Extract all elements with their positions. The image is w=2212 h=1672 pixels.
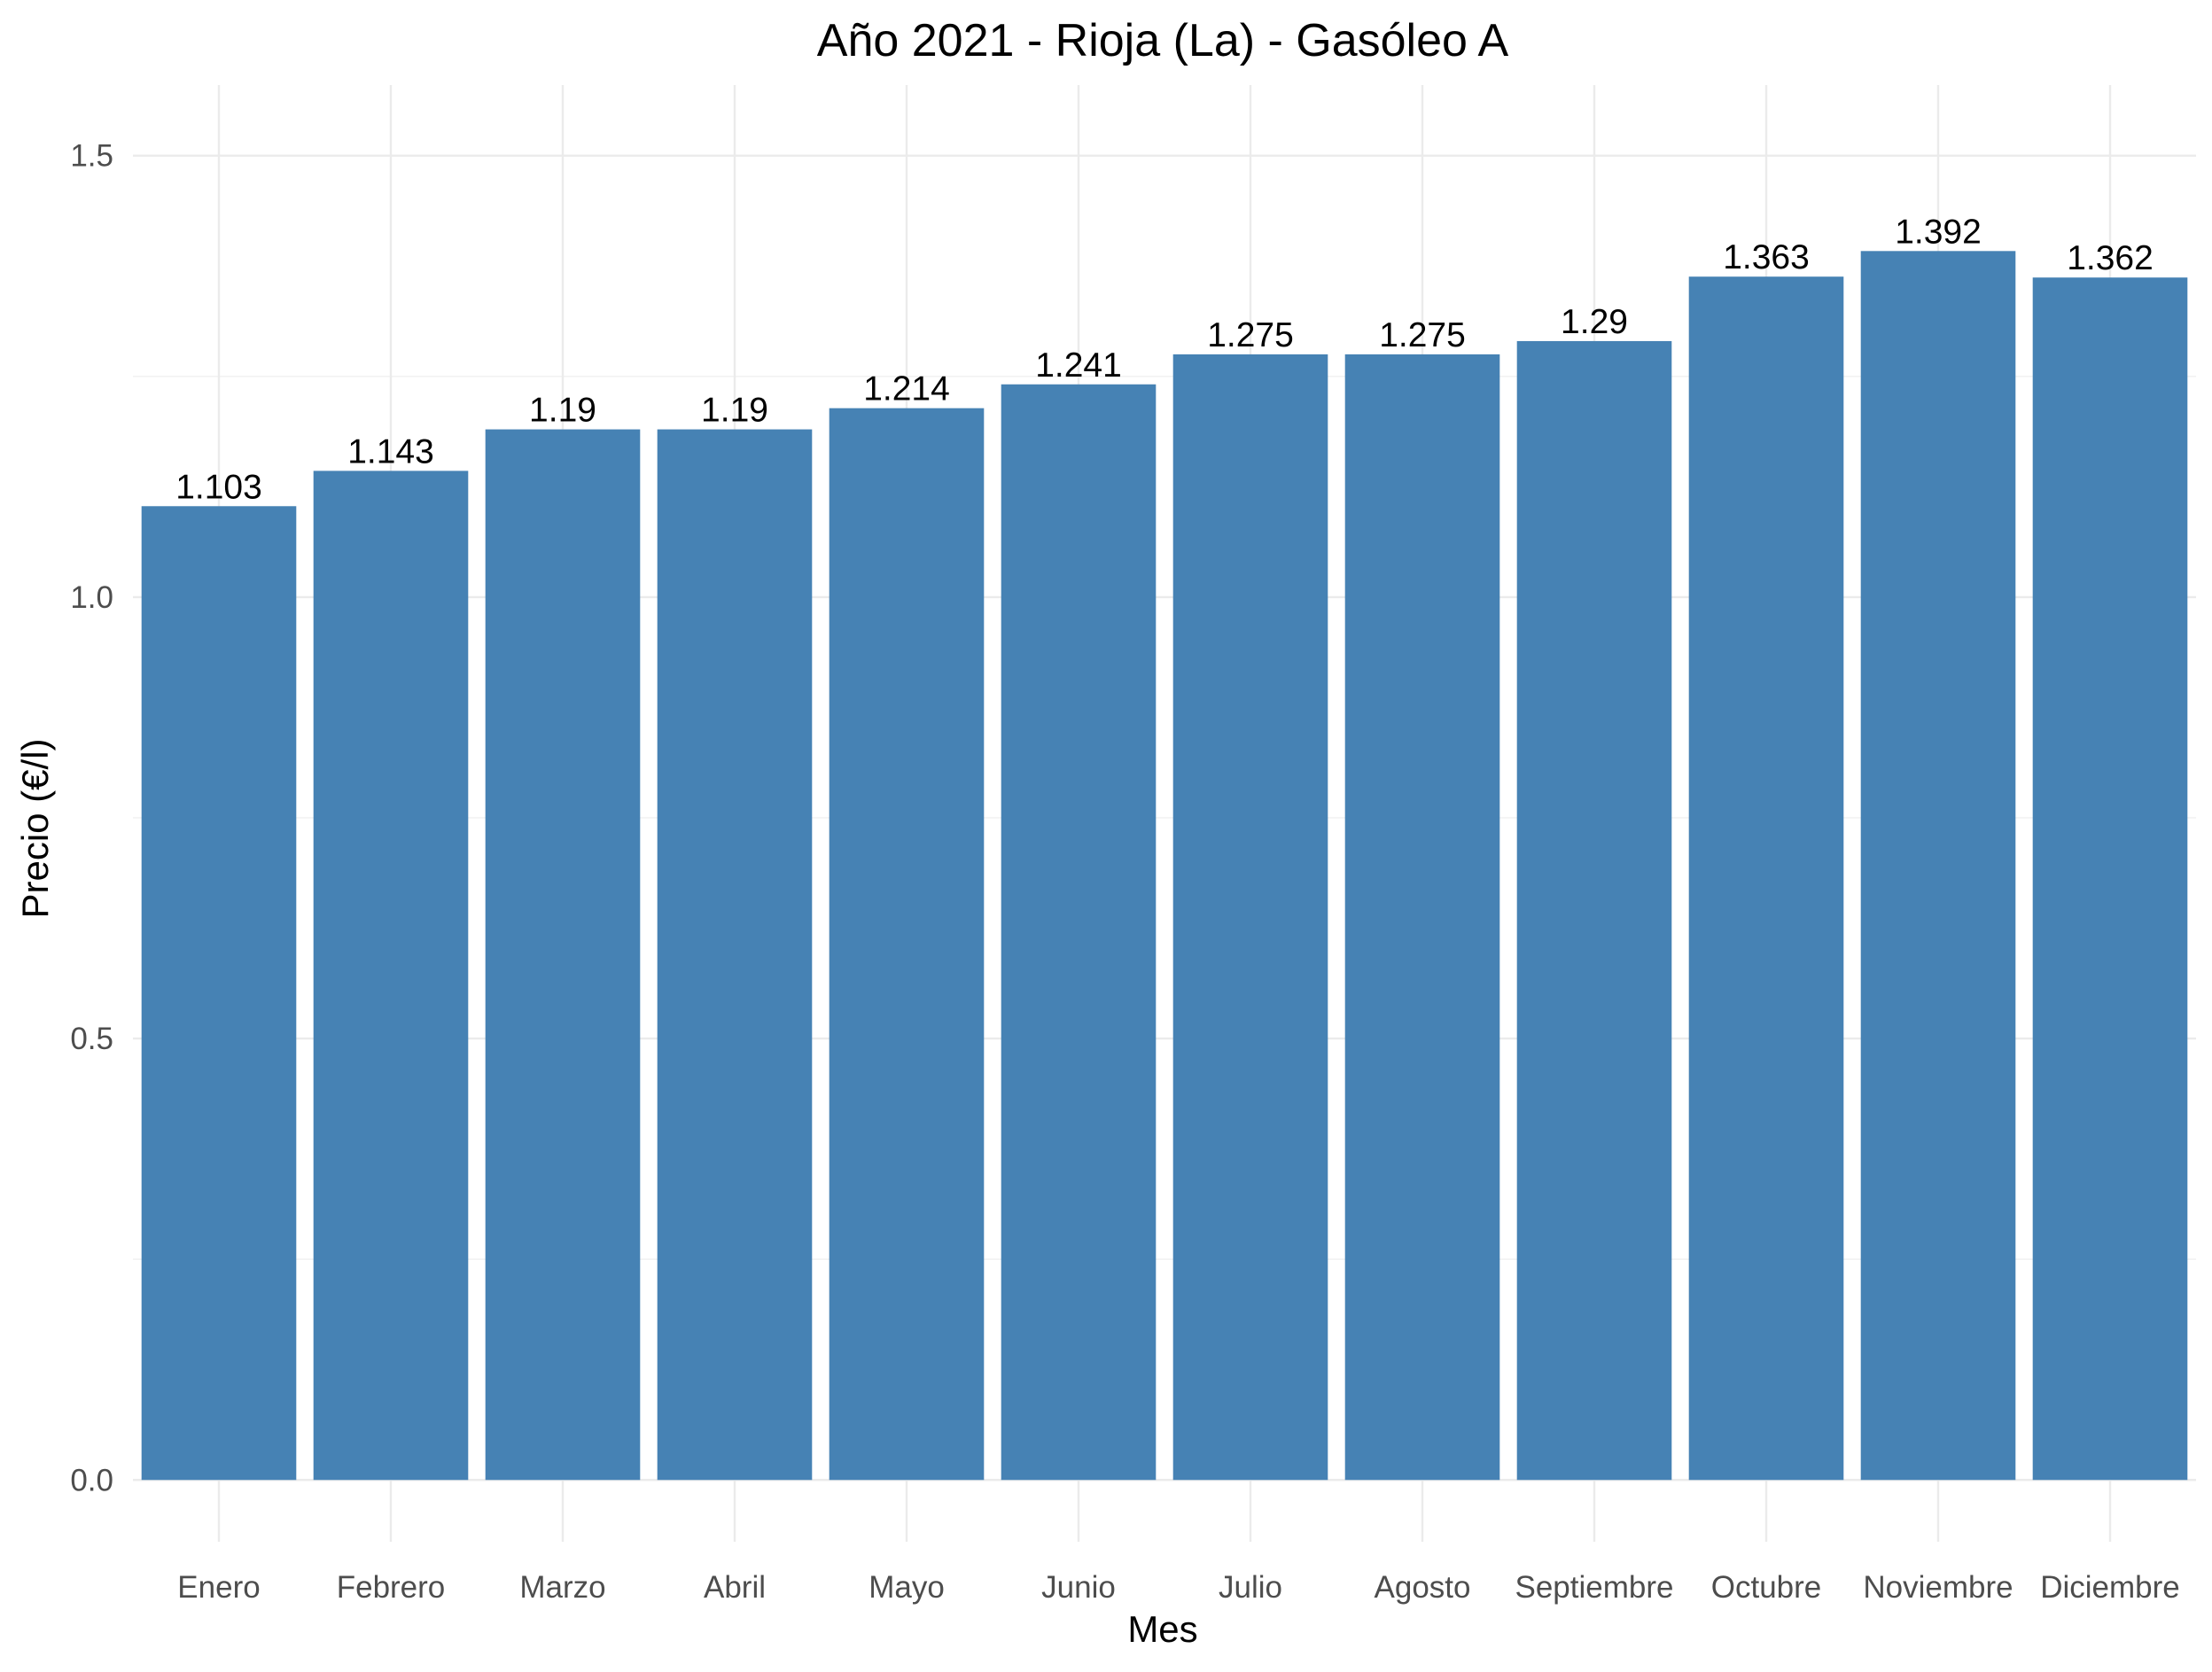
bar-febrero [313, 470, 469, 1481]
bar-julio [1172, 354, 1328, 1481]
data-label: 1.103 [175, 468, 262, 506]
x-tick-label: Julio [1219, 1570, 1282, 1605]
data-label: 1.214 [863, 370, 950, 408]
bar-junio [1001, 384, 1157, 1481]
x-tick-label: Noviembre [1863, 1570, 2013, 1605]
data-label: 1.143 [347, 432, 434, 470]
chart-title: Año 2021 - Rioja (La) - Gasóleo A [817, 15, 1509, 66]
x-tick-label: Octubre [1711, 1570, 1822, 1605]
x-tick-label: Agosto [1375, 1570, 1471, 1605]
x-tick-label: Enero [177, 1570, 260, 1605]
data-label: 1.19 [701, 392, 768, 430]
y-tick-label: 0.0 [70, 1463, 113, 1497]
x-tick-label: Mayo [868, 1570, 945, 1605]
y-tick-label: 0.5 [70, 1022, 113, 1056]
x-tick-label: Abril [704, 1570, 766, 1605]
data-label: 1.275 [1207, 316, 1294, 354]
y-tick-label: 1.0 [70, 580, 113, 615]
bar-octubre [1688, 276, 1844, 1481]
x-tick-label: Febrero [337, 1570, 446, 1605]
bar-enero [141, 506, 297, 1481]
x-tick-label: Junio [1041, 1570, 1116, 1605]
x-tick-label: Diciembre [2040, 1570, 2180, 1605]
bars [141, 251, 2188, 1481]
data-label: 1.19 [529, 392, 596, 430]
bar-marzo [485, 429, 641, 1481]
data-label: 1.241 [1035, 346, 1122, 385]
data-label: 1.275 [1379, 316, 1466, 354]
bar-septiembre [1516, 340, 1672, 1481]
y-axis-title: Precio (€/l) [14, 738, 56, 918]
data-label: 1.392 [1895, 213, 1982, 251]
bar-diciembre [2032, 277, 2188, 1481]
data-labels: 1.103 1.143 1.19 1.19 1.214 1.241 1.275 1.275 1.… [175, 213, 2154, 506]
bar-agosto [1344, 354, 1500, 1481]
y-tick-label: 1.5 [70, 139, 113, 174]
bar-noviembre [1860, 251, 2016, 1481]
x-axis-title: Mes [1127, 1608, 1197, 1650]
data-label: 1.362 [2067, 239, 2154, 277]
x-tick-label: Septiembre [1515, 1570, 1674, 1605]
y-axis-ticks: 0.0 0.5 1.0 1.5 [70, 139, 113, 1498]
x-axis-ticks: Enero Febrero Marzo Abril Mayo Junio Julio Agos… [177, 1570, 2179, 1605]
data-label: 1.29 [1561, 303, 1628, 341]
data-label: 1.363 [1723, 238, 1810, 276]
x-tick-label: Marzo [519, 1570, 605, 1605]
bar-mayo [829, 408, 985, 1481]
bar-abril [657, 429, 813, 1481]
